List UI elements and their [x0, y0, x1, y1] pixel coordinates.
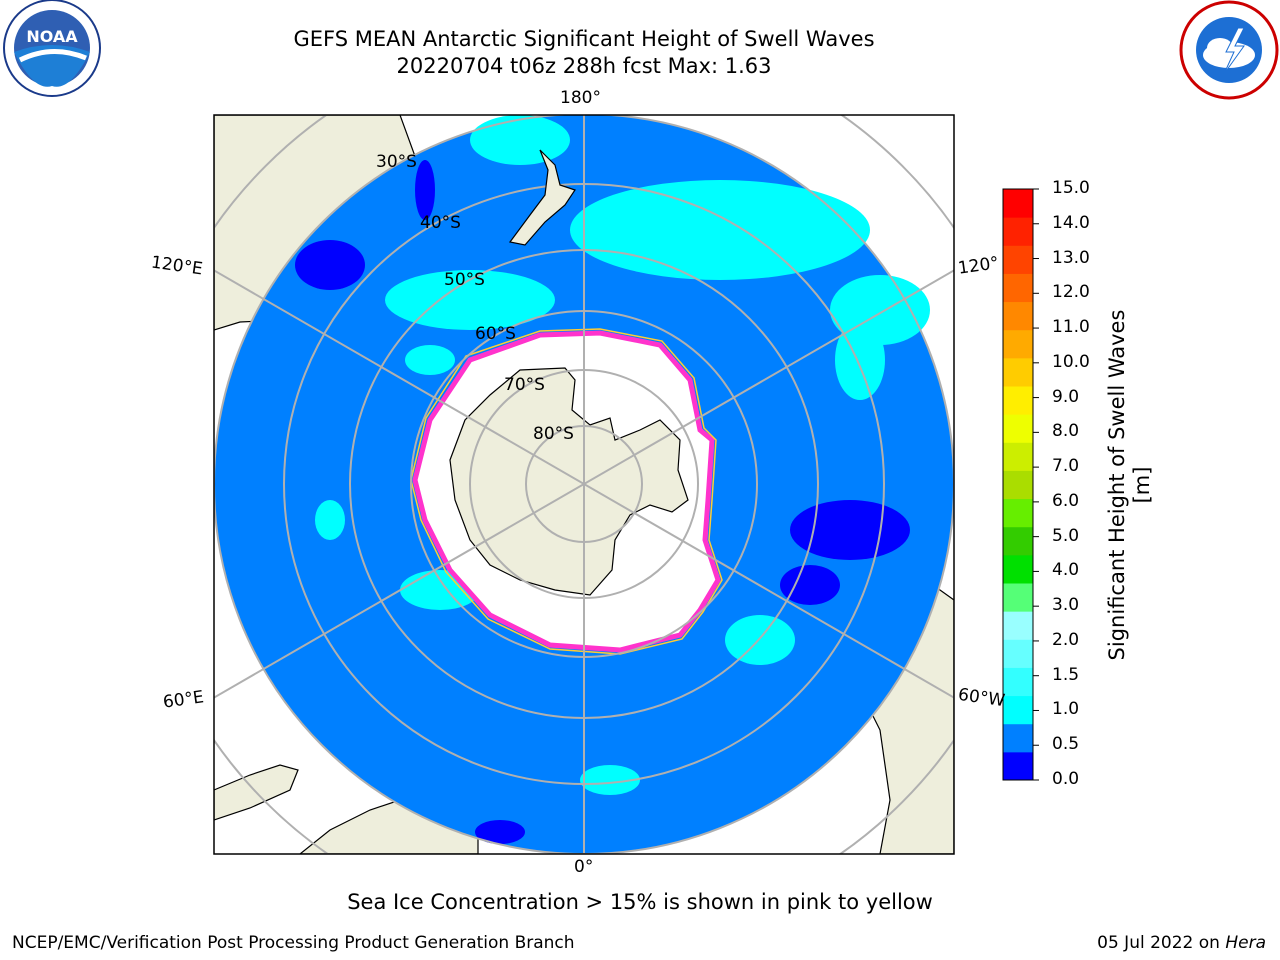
chart-subtitle: 20220704 t06z 288h fcst Max: 1.63	[396, 54, 772, 78]
land-new-zealand	[508, 149, 576, 246]
colorbar-swatch	[1003, 583, 1033, 612]
colorbar-label: Significant Height of Swell Waves [m]	[1105, 309, 1154, 661]
colorbar-swatch	[1003, 273, 1033, 303]
colorbar-tick-label: 5.0	[1052, 525, 1080, 546]
colorbar	[1003, 188, 1039, 781]
colorbar-tick-label: 7.0	[1052, 456, 1080, 477]
colorbar-swatch	[1003, 386, 1033, 415]
latitude-label-40s: 40°S	[420, 213, 461, 233]
colorbar-tick-label: 12.0	[1052, 282, 1090, 303]
map-frame	[213, 114, 955, 855]
colorbar-frame	[1002, 188, 1034, 781]
colorbar-swatch	[1003, 667, 1033, 697]
colorbar-swatch	[1003, 189, 1033, 218]
colorbar-tick-label: 6.0	[1052, 490, 1080, 511]
date-text: 05 Jul 2022 on	[1097, 933, 1226, 953]
credit-text: NCEP/EMC/Verification Post Processing Pr…	[12, 933, 575, 953]
colorbar-tick-label: 9.0	[1052, 386, 1080, 407]
noaa-logo-icon: NOAA	[3, 0, 101, 97]
colorbar-swatch	[1003, 498, 1033, 528]
colorbar-swatch	[1003, 217, 1033, 246]
colorbar-swatch	[1003, 301, 1033, 331]
colorbar-tick-label: 14.0	[1052, 212, 1090, 233]
colorbar-tick-label: 0.5	[1052, 734, 1080, 755]
colorbar-tick-label: 0.0	[1052, 769, 1080, 789]
latitude-label-80s: 80°S	[533, 424, 574, 444]
nws-logo-icon	[1179, 0, 1279, 100]
colorbar-swatch	[1003, 751, 1033, 781]
meridian-label-0: 0°	[574, 857, 594, 877]
chart-title: GEFS MEAN Antarctic Significant Height o…	[293, 27, 875, 51]
latitude-label-60s: 60°S	[475, 324, 516, 344]
colorbar-tick-label: 2.0	[1052, 629, 1080, 650]
colorbar-swatch	[1003, 611, 1033, 640]
meridian-grid	[214, 115, 954, 854]
swell-1-1.5m-regions	[315, 115, 930, 795]
colorbar-swatch	[1003, 639, 1033, 668]
colorbar-swatch	[1003, 695, 1033, 725]
swell-0-0.5m-regions	[295, 160, 910, 844]
colorbar-swatch	[1003, 414, 1033, 443]
colorbar-tick-label: 1.5	[1052, 664, 1080, 685]
colorbar-swatch	[1003, 442, 1033, 471]
colorbar-swatch	[1003, 245, 1033, 274]
colorbar-tick-label: 10.0	[1052, 351, 1090, 372]
colorbar-swatch	[1003, 470, 1033, 500]
colorbar-tick-label: 8.0	[1052, 421, 1080, 442]
latitude-label-70s: 70°S	[504, 375, 545, 395]
colorbar-swatch	[1003, 329, 1033, 359]
colorbar-swatch	[1003, 554, 1033, 584]
noaa-logo-text: NOAA	[26, 27, 78, 46]
colorbar-swatch	[1003, 723, 1033, 753]
latitude-label-50s: 50°S	[444, 270, 485, 290]
host-name: Hera	[1225, 933, 1266, 953]
latitude-label-30s: 30°S	[376, 152, 417, 172]
sea-ice-footnote: Sea Ice Concentration > 15% is shown in …	[347, 890, 933, 914]
colorbar-tick-label: 11.0	[1052, 317, 1090, 338]
colorbar-tick-label: 4.0	[1052, 560, 1080, 581]
meridian-label-180: 180°	[560, 88, 601, 108]
date-stamp: 05 Jul 2022 on Hera	[1097, 933, 1266, 953]
colorbar-tick-label: 13.0	[1052, 247, 1090, 268]
colorbar-tick-label: 3.0	[1052, 595, 1080, 616]
colorbar-swatch	[1003, 357, 1033, 387]
colorbar-swatch	[1003, 526, 1033, 556]
land-antarctica	[449, 367, 689, 596]
colorbar-tick-label: 15.0	[1052, 178, 1090, 198]
colorbar-tick-label: 1.0	[1052, 699, 1080, 720]
